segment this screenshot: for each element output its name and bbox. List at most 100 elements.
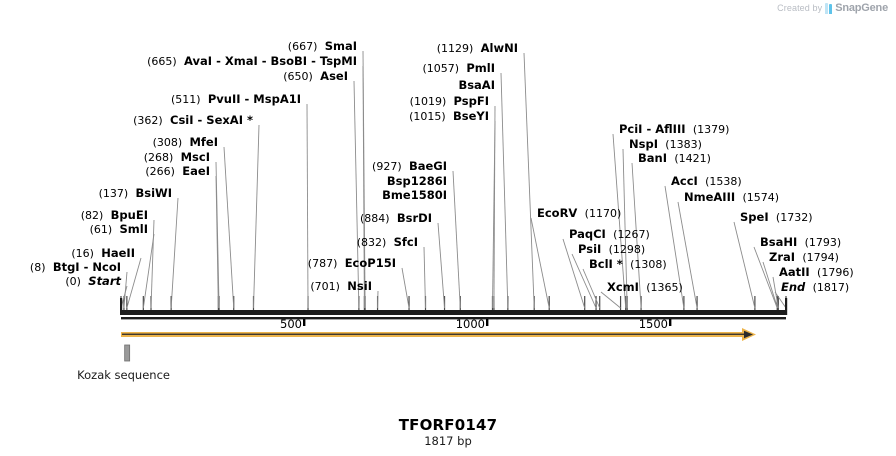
enzyme-label-pspfi[interactable]: (1019) PspFI (410, 94, 489, 109)
enzyme-name: AccI (671, 174, 698, 188)
enzyme-label-nmeaiii[interactable]: NmeAIII (1574) (684, 190, 780, 205)
enzyme-name-separator: - (642, 122, 656, 136)
enzyme-name: PsiI (578, 242, 602, 256)
enzyme-name: AlwNI (480, 41, 518, 55)
enzyme-label-smli[interactable]: (61) SmlI (90, 222, 149, 237)
enzyme-name: BseYI (452, 109, 489, 123)
enzyme-name-separator: - (212, 54, 225, 68)
enzyme-name: Bme1580I (382, 188, 447, 202)
enzyme-label-zrai[interactable]: ZraI (1794) (769, 251, 839, 265)
enzyme-name: MspA1I (253, 92, 301, 106)
enzyme-position: (667) (287, 40, 318, 53)
feature-track (121, 328, 756, 362)
enzyme-label-nspi[interactable]: NspI (1383) (629, 137, 702, 152)
enzyme-name: NmeAIII (684, 190, 736, 204)
enzyme-name: EcoRV (537, 206, 578, 220)
enzyme-label-psii[interactable]: PsiI (1298) (578, 242, 645, 257)
enzyme-label-mfei[interactable]: (308) MfeI (153, 135, 218, 150)
enzyme-label-msci[interactable]: (268) MscI (143, 151, 210, 165)
snapgene-watermark: Created by SnapGene (777, 2, 888, 14)
enzyme-position: (1267) (613, 228, 650, 241)
enzyme-name: PmlI (466, 61, 495, 75)
enzyme-name: BaeGI (408, 159, 447, 173)
enzyme-position: (1796) (817, 266, 854, 279)
enzyme-name: NcoI (92, 260, 121, 274)
enzyme-label-sfci[interactable]: (832) SfcI (357, 235, 418, 250)
enzyme-label-bme1580i[interactable]: Bme1580I (382, 189, 447, 202)
enzyme-position: (1057) (422, 62, 460, 75)
enzyme-position: (1574) (742, 191, 780, 204)
enzyme-name: XcmI (607, 280, 639, 294)
enzyme-name: MfeI (189, 135, 218, 149)
enzyme-label-end[interactable]: End (1817) (781, 281, 850, 295)
snapgene-logo-icon (825, 2, 833, 14)
enzyme-label-bpuei[interactable]: (82) BpuEI (81, 209, 148, 223)
enzyme-position: (1365) (646, 281, 683, 294)
enzyme-position: (16) (71, 247, 94, 260)
enzyme-label-csii[interactable]: (362) CsiI - SexAI * (133, 113, 253, 128)
enzyme-position: (362) (133, 114, 163, 127)
enzyme-label-bsp1286i[interactable]: Bsp1286I (387, 175, 447, 188)
enzyme-name: AflIII (655, 122, 686, 136)
enzyme-name: PaqCI (569, 227, 606, 241)
enzyme-label-ecorv[interactable]: EcoRV (1170) (537, 206, 622, 221)
enzyme-label-eaei[interactable]: (266) EaeI (145, 165, 210, 179)
enzyme-name: SexAI * (206, 113, 253, 127)
enzyme-label-nsii[interactable]: (701) NsiI (310, 280, 372, 294)
enzyme-label-pvuii[interactable]: (511) PvuII - MspA1I (170, 92, 301, 107)
enzyme-position: (650) (283, 70, 313, 83)
enzyme-name: NspI (629, 137, 658, 151)
enzyme-label-bcli[interactable]: BclI * (1308) (589, 258, 667, 272)
enzyme-label-asei[interactable]: (650) AseI (283, 69, 348, 84)
enzyme-label-acci[interactable]: AccI (1538) (671, 174, 742, 189)
enzyme-name: Bsp1286I (386, 174, 447, 188)
enzyme-label-btgi[interactable]: (8) BtgI - NcoI (30, 260, 121, 275)
enzyme-position: (884) (359, 212, 390, 225)
enzyme-position: (511) (170, 93, 201, 106)
enzyme-label-alwni[interactable]: (1129) AlwNI (436, 41, 518, 56)
enzyme-label-baegi[interactable]: (927) BaeGI (372, 159, 447, 174)
enzyme-label-paqci[interactable]: PaqCI (1267) (569, 227, 650, 242)
enzyme-label-aatii[interactable]: AatII (1796) (779, 265, 854, 280)
enzyme-label-spei[interactable]: SpeI (1732) (740, 210, 812, 225)
enzyme-position: (1379) (692, 123, 730, 136)
enzyme-name: PspFI (453, 94, 489, 108)
enzyme-position: (665) (147, 55, 177, 68)
enzyme-name-separator: - (193, 113, 207, 127)
ruler-ticks (121, 317, 786, 326)
enzyme-position: (1170) (584, 207, 622, 220)
enzyme-label-start[interactable]: (0) Start (65, 275, 121, 289)
enzyme-name: SmlI (119, 222, 149, 236)
ruler-tick-1500: 1500 (638, 317, 668, 331)
enzyme-label-bsaai[interactable]: BsaAI (458, 79, 495, 92)
enzyme-label-ecop15i[interactable]: (787) EcoP15I (308, 257, 396, 271)
enzyme-label-haeii[interactable]: (16) HaeII (71, 246, 135, 261)
enzyme-name: SfcI (393, 235, 418, 249)
enzyme-name: AatII (779, 265, 810, 279)
enzyme-position: (1421) (674, 152, 711, 165)
enzyme-label-xcmi[interactable]: XcmI (1365) (607, 280, 683, 295)
enzyme-label-pmli[interactable]: (1057) PmlI (422, 61, 495, 76)
watermark-prefix: Created by (777, 3, 823, 13)
enzyme-label-bani[interactable]: BanI (1421) (638, 152, 711, 166)
enzyme-name: BsaAI (458, 78, 495, 92)
enzyme-label-bsiwi[interactable]: (137) BsiWI (99, 186, 172, 201)
enzyme-position: (268) (143, 151, 174, 164)
enzyme-position: (1817) (812, 281, 850, 294)
enzyme-name: BsoBI (270, 54, 308, 68)
enzyme-position: (1308) (630, 258, 667, 271)
enzyme-name: AseI (320, 69, 348, 83)
enzyme-name: BsiWI (135, 186, 172, 200)
enzyme-label-bsahi[interactable]: BsaHI (1793) (760, 236, 841, 250)
enzyme-label-pcii[interactable]: PciI - AflIII (1379) (619, 122, 730, 137)
enzyme-label-smai[interactable]: (667) SmaI (287, 40, 357, 54)
enzyme-name: HaeII (101, 246, 135, 260)
enzyme-position: (266) (145, 165, 175, 178)
enzyme-label-bseyi[interactable]: (1015) BseYI (409, 109, 489, 124)
enzyme-position: (1129) (436, 42, 474, 55)
enzyme-name: SpeI (740, 210, 769, 224)
enzyme-label-bsrdi[interactable]: (884) BsrDI (359, 212, 432, 226)
sequence-backbone (120, 298, 788, 315)
enzyme-label-avai[interactable]: (665) AvaI - XmaI - BsoBI - TspMI (147, 54, 357, 69)
enzyme-position: (0) (65, 275, 81, 288)
